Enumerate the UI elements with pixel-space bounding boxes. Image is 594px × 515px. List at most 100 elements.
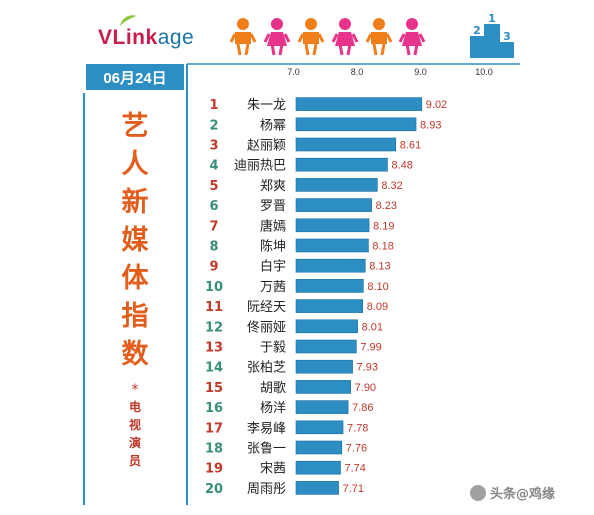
- rank-label: 4: [209, 159, 218, 174]
- category-label: 赵丽颖: [247, 139, 286, 154]
- brand-name-red: VLink: [98, 26, 158, 49]
- rank-label: 15: [205, 381, 223, 396]
- rank-label: 18: [205, 442, 223, 457]
- value-label: 8.23: [376, 200, 397, 212]
- category-label: 陈坤: [260, 239, 286, 255]
- category-label: 佟丽娅: [247, 319, 286, 335]
- leaf-icon: [120, 15, 136, 26]
- watermark-logo-icon: [470, 484, 486, 501]
- side-title: 艺人新媒体指数 * 电视演员: [110, 108, 160, 470]
- side-title-sub: 电视演员: [128, 400, 141, 468]
- rank-label: 12: [205, 320, 223, 335]
- value-label: 7.90: [355, 382, 376, 394]
- value-label: 8.19: [373, 220, 394, 232]
- x-tick-label: 10.0: [475, 67, 493, 77]
- rank-label: 17: [205, 421, 223, 436]
- category-label: 张鲁一: [247, 442, 286, 457]
- value-label: 7.76: [346, 443, 367, 455]
- bar: [295, 299, 364, 313]
- value-label: 8.01: [362, 321, 383, 333]
- bar: [295, 258, 366, 273]
- value-label: 8.18: [372, 241, 393, 253]
- value-label: 7.93: [357, 362, 378, 374]
- value-label: 8.93: [420, 119, 441, 131]
- person-icon: [331, 18, 359, 56]
- svg-text:2: 2: [473, 24, 481, 37]
- value-label: 8.10: [367, 281, 388, 293]
- value-label: 8.32: [381, 180, 402, 192]
- value-label: 8.48: [391, 160, 412, 172]
- bar: [295, 117, 417, 132]
- category-label: 白宇: [260, 259, 286, 275]
- value-label: 8.61: [400, 140, 421, 152]
- bar: [295, 380, 351, 394]
- brand-logo: VLinkage: [98, 26, 194, 50]
- person-icon: [398, 18, 426, 56]
- category-label: 宋茜: [260, 462, 286, 477]
- category-label: 于毅: [260, 340, 286, 356]
- value-label: 7.86: [352, 402, 373, 414]
- rank-label: 8: [209, 240, 218, 255]
- rank-label: 1: [209, 98, 218, 113]
- rank-label: 3: [209, 139, 218, 154]
- category-label: 罗晋: [260, 199, 286, 214]
- value-label: 7.78: [347, 422, 368, 434]
- rank-label: 13: [205, 341, 223, 356]
- value-label: 7.99: [360, 342, 381, 354]
- value-label: 7.74: [344, 463, 365, 475]
- bar: [295, 440, 343, 455]
- podium-icon: 213: [470, 12, 514, 58]
- bar: [295, 157, 388, 172]
- category-label: 胡歌: [260, 381, 286, 396]
- value-label: 8.09: [367, 301, 388, 313]
- rank-label: 20: [205, 482, 223, 497]
- bar: [295, 178, 378, 192]
- bar: [295, 420, 344, 435]
- person-icon: [263, 18, 291, 56]
- rank-label: 2: [209, 118, 218, 133]
- bar: [295, 97, 423, 111]
- value-label: 8.13: [369, 261, 390, 273]
- person-icon: [297, 18, 325, 56]
- category-label: 郑爽: [260, 179, 286, 194]
- category-label: 迪丽热巴: [234, 159, 286, 174]
- category-label: 阮经天: [247, 300, 286, 315]
- svg-text:3: 3: [503, 30, 511, 43]
- x-tick-label: 9.0: [414, 67, 427, 77]
- rank-label: 9: [209, 260, 218, 275]
- category-label: 朱一龙: [247, 98, 286, 113]
- watermark: 头条@鸡缘: [470, 483, 555, 502]
- bar: [295, 218, 370, 233]
- bar: [295, 238, 369, 253]
- rank-label: 19: [205, 462, 223, 477]
- value-label: 7.71: [343, 483, 364, 495]
- rank-label: 7: [209, 219, 218, 234]
- bar: [295, 359, 353, 374]
- bar: [295, 400, 349, 414]
- x-tick-label: 8.0: [351, 67, 364, 77]
- side-title-main: 艺人新媒体指数: [121, 111, 149, 370]
- bar: [295, 137, 397, 152]
- side-title-star: *: [131, 382, 139, 398]
- rank-label: 11: [205, 300, 223, 315]
- bar: [295, 319, 358, 334]
- category-label: 张柏芝: [247, 360, 286, 376]
- brand-name-blue: age: [157, 26, 195, 49]
- bar: [295, 460, 341, 475]
- date-label: 06月24日: [86, 64, 184, 90]
- rank-label: 14: [205, 361, 223, 376]
- category-label: 李易峰: [247, 421, 286, 436]
- bar: [295, 481, 339, 495]
- rank-label: 5: [209, 179, 218, 194]
- value-label: 9.02: [426, 99, 447, 111]
- bar: [295, 198, 372, 212]
- rank-label: 6: [209, 199, 218, 214]
- watermark-text: 头条@鸡缘: [490, 487, 556, 502]
- category-label: 万茜: [260, 280, 286, 295]
- category-label: 唐嫣: [260, 218, 286, 234]
- rank-label: 10: [205, 280, 223, 295]
- person-icon: [229, 18, 257, 56]
- x-tick-label: 7.0: [287, 67, 300, 77]
- bar: [295, 279, 364, 293]
